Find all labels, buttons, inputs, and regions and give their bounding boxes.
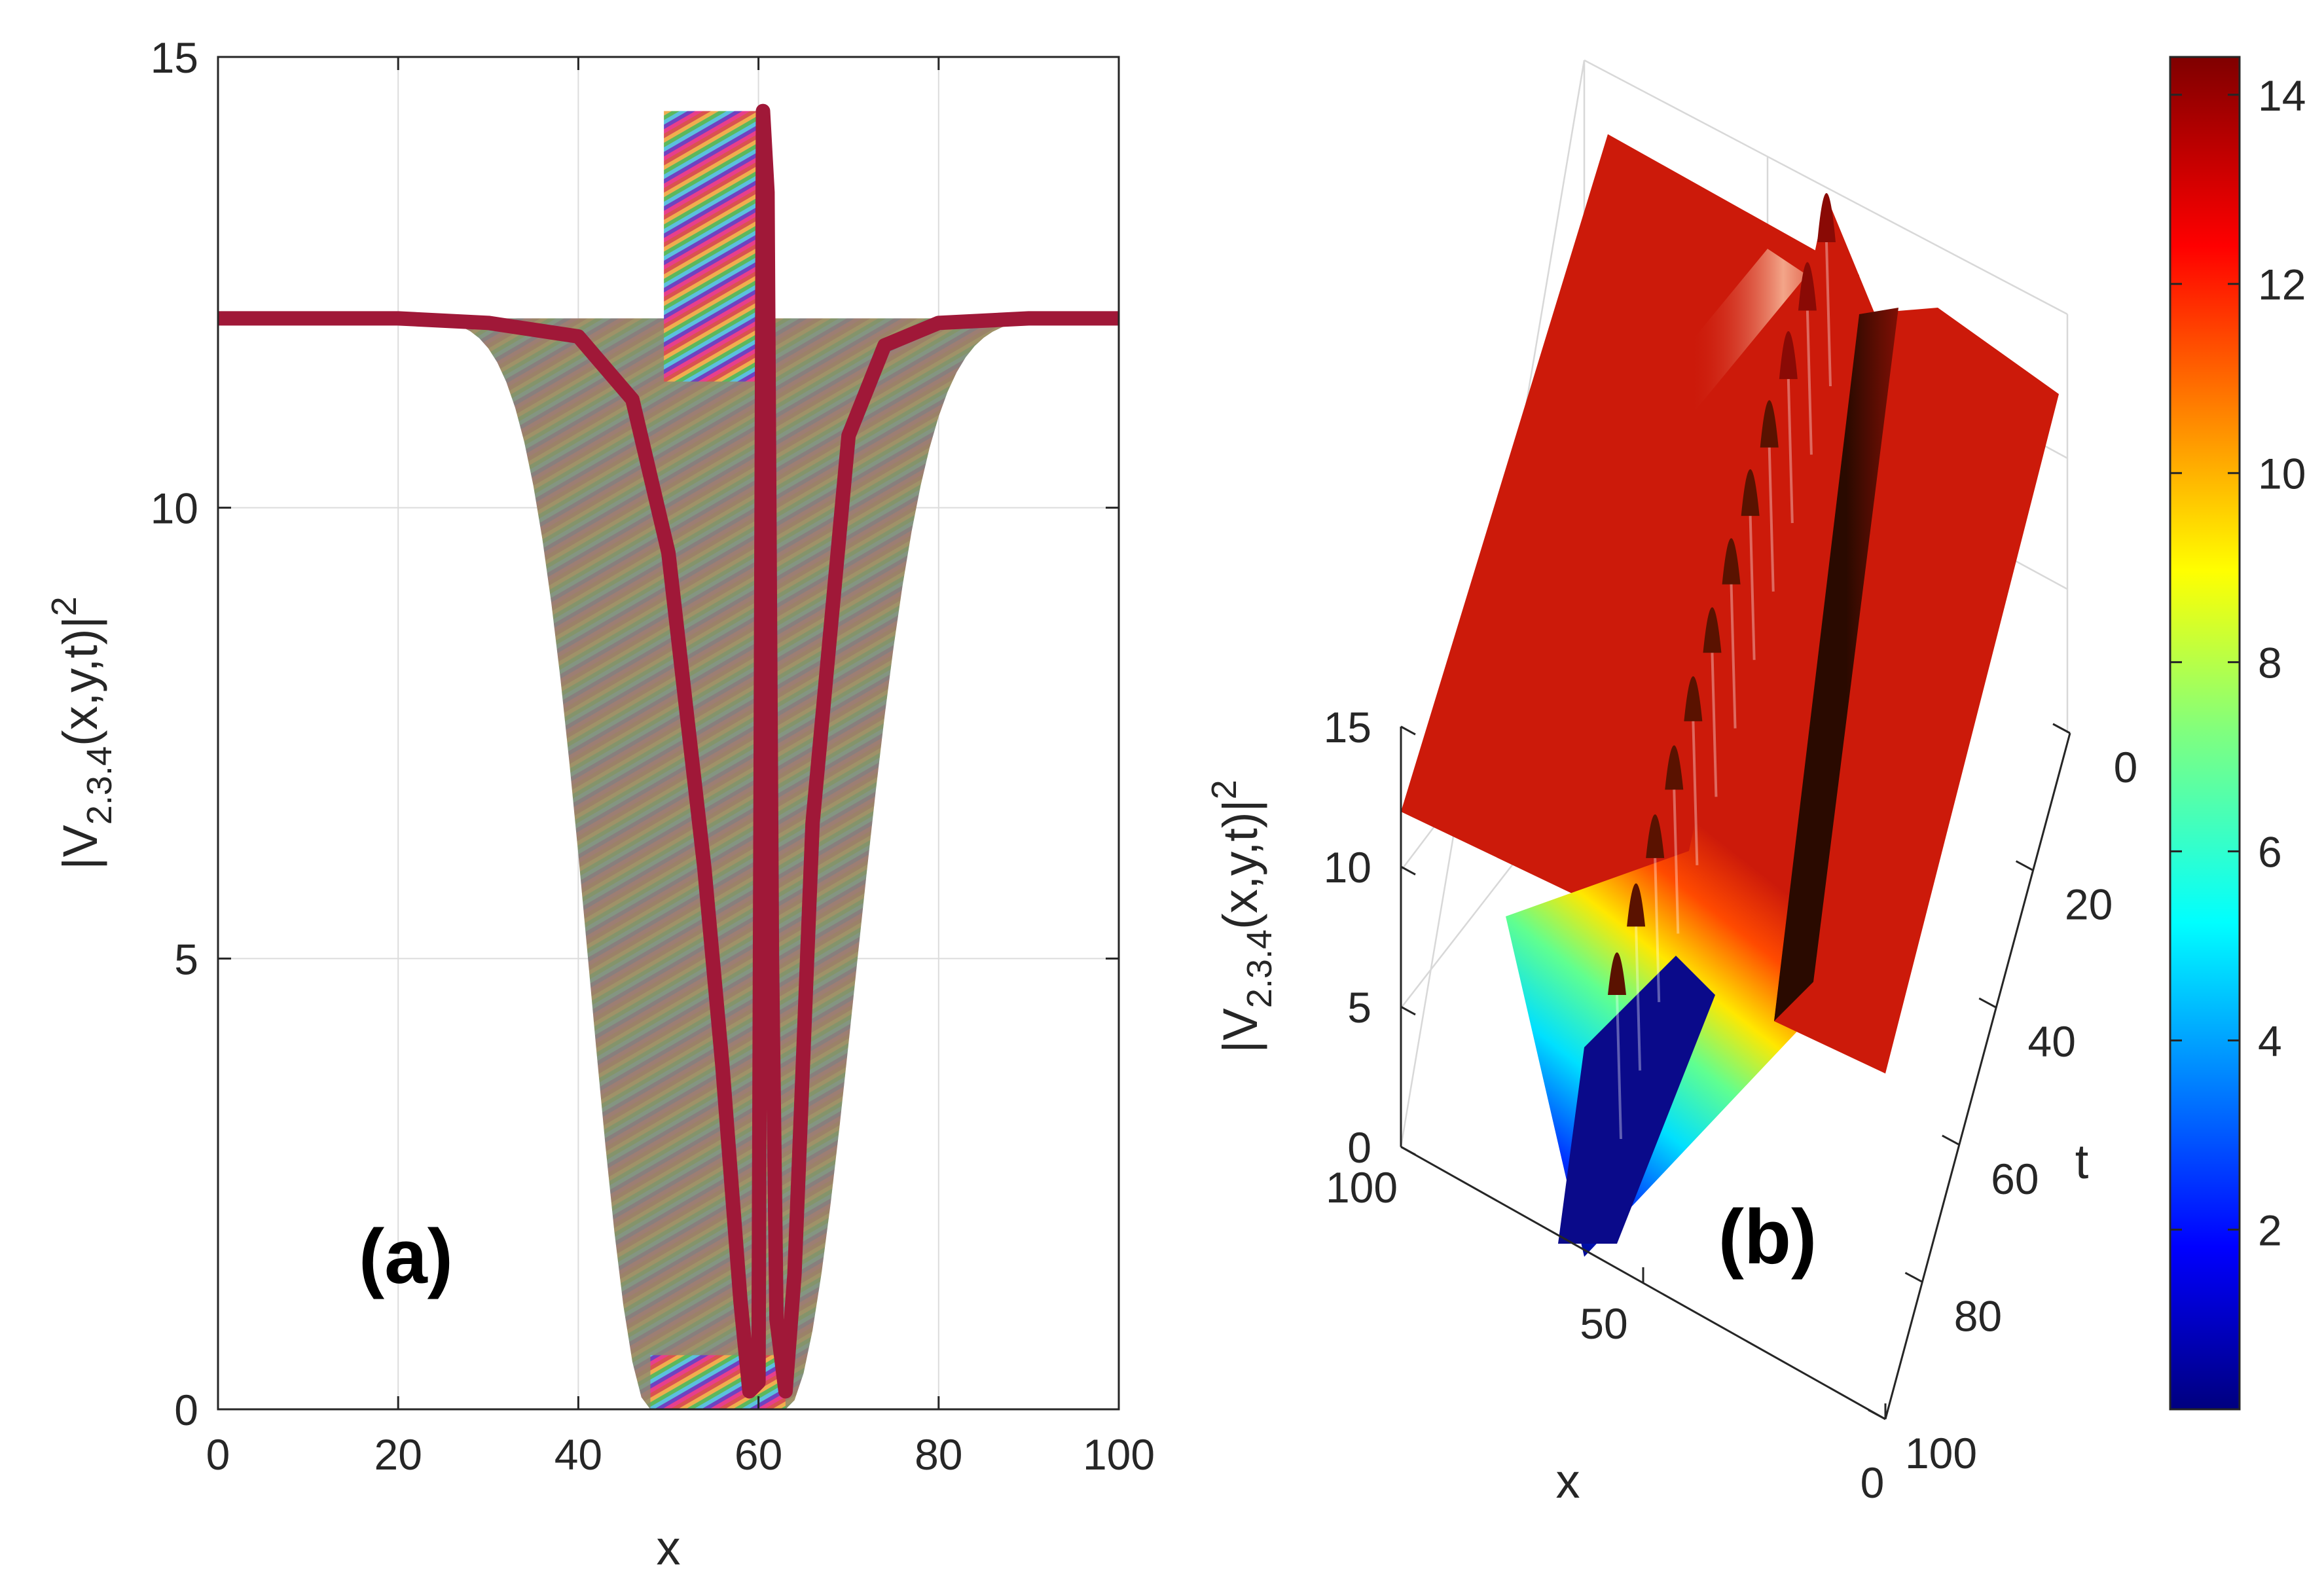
colorbar-tick-label: 4 [2258, 1017, 2282, 1066]
z-tick-mark [1400, 1005, 1416, 1016]
panel-b-x-axis-label: x [1556, 1454, 1580, 1508]
panel-b-t-ticks: 0 20 40 60 80 100 [1868, 723, 2138, 1477]
t-tick-mark [1904, 1272, 1923, 1283]
slice-envelope-texture [398, 318, 1047, 1409]
z-tick-label: 5 [1347, 983, 1371, 1032]
surface-spike [1627, 883, 1646, 927]
t-tick-label: 60 [1991, 1155, 2039, 1203]
x-tick-label: 0 [206, 1430, 230, 1479]
t-tick-label: 40 [2027, 1017, 2075, 1066]
y-tick-label: 10 [151, 484, 198, 533]
x-tick-label: 20 [374, 1430, 422, 1479]
spike-highlight [1749, 516, 1756, 660]
y-tick-label: 0 [174, 1386, 198, 1434]
z-tick-label: 10 [1324, 843, 1371, 892]
panel-b-box-edge [1584, 59, 2068, 316]
surface-spike [1684, 676, 1703, 721]
panel-b-t-axis-line [1884, 732, 2071, 1420]
colorbar-tick-label: 8 [2258, 639, 2282, 687]
y-tick-label: 5 [174, 935, 198, 983]
surface-spike [1646, 814, 1665, 858]
surface-spike [1665, 745, 1684, 790]
surface-spike [1722, 538, 1741, 585]
t-tick-mark [1868, 1409, 1886, 1420]
colorbar-tick-label: 6 [2258, 828, 2282, 876]
colorbar-ticks: 2 4 6 8 10 12 14 [2170, 71, 2306, 1254]
surface-spike [1760, 400, 1779, 448]
panel-b-surface-right-edge [1774, 308, 1898, 1021]
spike-highlight [1806, 310, 1813, 455]
panel-a-y-ticks: 0 5 10 15 [151, 33, 1119, 1434]
surface-spike [1703, 607, 1722, 653]
spike-highlight [1787, 379, 1794, 524]
z-tick-mark [1400, 1146, 1416, 1156]
t-tick-label: 100 [1905, 1429, 1977, 1477]
panel-a-overlaid-slices [398, 111, 1047, 1409]
panel-a-axes-box [217, 56, 1120, 1411]
panel-b-t-axis-label: t [2075, 1134, 2089, 1189]
x-tick-label: 60 [735, 1430, 782, 1479]
panel-a-series [218, 103, 1119, 1399]
surface-spike [1817, 193, 1836, 242]
spike-highlight [1616, 994, 1622, 1140]
x-tick-label: 100 [1326, 1163, 1398, 1212]
x-tick-label: 0 [1861, 1458, 1885, 1507]
slice-peak-block [664, 111, 768, 382]
spike-highlight [1768, 447, 1775, 592]
colorbar-tick-label: 12 [2258, 261, 2306, 309]
colorbar-tick-label: 2 [2258, 1206, 2282, 1254]
highlight-series-line [218, 103, 1119, 1399]
colorbar-gradient [2169, 56, 2241, 1411]
surface-spike [1741, 469, 1760, 516]
spike-highlight [1654, 857, 1661, 1002]
panel-b-trough-bottom [1558, 956, 1715, 1244]
t-tick-mark [1978, 997, 1997, 1009]
panel-a-line-plot: 0 20 40 60 80 100 0 5 10 15 x |V2.3.4(x,y,t)|2 (… [45, 33, 1155, 1575]
colorbar-tick-label: 14 [2258, 71, 2306, 120]
t-tick-mark [1942, 1134, 1960, 1146]
panel-b-z-axis-label: |V2.3.4(x,y,t)|2 [1205, 780, 1279, 1053]
x-tick-label: 40 [554, 1430, 602, 1479]
panel-b-z-ticks: 0 5 10 15 [1324, 703, 1416, 1172]
panel-b-x-ticks: 100 50 0 [1326, 1131, 1887, 1507]
t-tick-mark [2015, 860, 2034, 871]
surface-spike [1779, 331, 1798, 380]
spike-highlight [1673, 789, 1680, 934]
x-tick-label: 100 [1083, 1430, 1155, 1479]
z-tick-mark [1400, 865, 1416, 876]
spike-highlight [1711, 653, 1718, 797]
spike-highlight [1635, 926, 1642, 1071]
colorbar-tick-label: 10 [2258, 450, 2306, 498]
panel-a-x-ticks: 0 20 40 60 80 100 [206, 57, 1155, 1479]
spike-highlight [1825, 242, 1832, 387]
panel-b-surface-plot: 0 5 10 15 100 50 0 0 20 40 60 80 100 x t |V2.3.4(x… [1205, 59, 2138, 1508]
t-tick-label: 0 [2114, 743, 2138, 791]
z-tick-label: 15 [1324, 703, 1371, 751]
z-tick-mark [1400, 725, 1416, 736]
panel-b-surface-highlight [1584, 249, 1807, 497]
panel-a-y-axis-label: |V2.3.4(x,y,t)|2 [45, 596, 119, 869]
x-tick-label: 80 [915, 1430, 962, 1479]
surface-spike [1608, 952, 1626, 995]
colorbar: 2 4 6 8 10 12 14 [2169, 56, 2306, 1411]
t-tick-label: 80 [1954, 1291, 2002, 1340]
z-tick-label: 0 [1347, 1123, 1371, 1172]
surface-spike [1798, 262, 1817, 311]
t-tick-label: 20 [2065, 880, 2113, 929]
panel-b-spikes [1608, 193, 1836, 1140]
spike-highlight [1692, 721, 1699, 865]
x-tick-label: 50 [1580, 1299, 1627, 1348]
y-tick-label: 15 [151, 33, 198, 82]
t-tick-mark [2052, 723, 2071, 734]
panel-b-label: (b) [1718, 1194, 1817, 1280]
panel-a-label: (a) [359, 1214, 453, 1300]
spike-highlight [1730, 584, 1737, 729]
panel-a-x-axis-label: x [657, 1521, 681, 1575]
